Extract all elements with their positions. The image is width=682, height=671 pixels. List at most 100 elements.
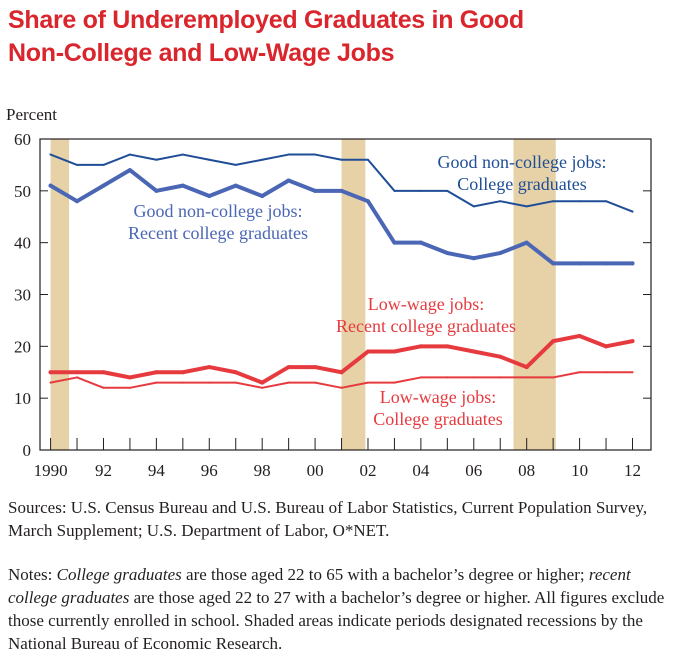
data-point-recent-grads-low-wage-2002 xyxy=(365,349,370,354)
data-point-recent-grads-low-wage-1992 xyxy=(101,370,106,375)
chart-title-line-1: Share of Underemployed Graduates in Good xyxy=(8,6,524,34)
series-lines xyxy=(48,153,635,389)
data-point-college-grads-low-wage-1997 xyxy=(234,381,237,384)
data-point-recent-grads-good-noncollege-1992 xyxy=(101,183,106,188)
data-point-college-grads-low-wage-1992 xyxy=(102,386,105,389)
y-tick-label-20: 20 xyxy=(14,337,31,356)
data-point-recent-grads-good-noncollege-1991 xyxy=(75,199,80,204)
data-point-college-grads-good-noncollege-1996 xyxy=(208,158,211,161)
data-point-college-grads-low-wage-1999 xyxy=(287,381,290,384)
data-point-college-grads-low-wage-2002 xyxy=(366,381,369,384)
data-point-recent-grads-low-wage-1993 xyxy=(127,375,132,380)
data-point-recent-grads-good-noncollege-2010 xyxy=(577,261,582,266)
x-tick-label-06: 06 xyxy=(465,461,482,480)
data-point-recent-grads-good-noncollege-1994 xyxy=(154,188,159,193)
data-point-college-grads-good-noncollege-2011 xyxy=(605,200,608,203)
data-point-college-grads-good-noncollege-1999 xyxy=(287,153,290,156)
data-point-college-grads-good-noncollege-2005 xyxy=(446,189,449,192)
data-point-recent-grads-good-noncollege-2002 xyxy=(365,199,370,204)
data-point-recent-grads-low-wage-1999 xyxy=(286,365,291,370)
data-point-recent-grads-low-wage-2008 xyxy=(524,365,529,370)
data-point-recent-grads-low-wage-1994 xyxy=(154,370,159,375)
data-point-recent-grads-good-noncollege-2011 xyxy=(604,261,609,266)
data-point-recent-grads-good-noncollege-2009 xyxy=(551,261,556,266)
notes-block: Notes: College graduates are those aged … xyxy=(8,563,676,655)
series-label-recent-grads-good-noncollege-line-1: Good non-college jobs: xyxy=(134,201,303,221)
x-tick-label-10: 10 xyxy=(571,461,588,480)
data-point-recent-grads-low-wage-1997 xyxy=(233,370,238,375)
x-tick-label-96: 96 xyxy=(201,461,218,480)
notes-term-college-graduates: College graduates xyxy=(56,565,182,584)
recession-band-3 xyxy=(513,139,556,450)
data-point-recent-grads-good-noncollege-1996 xyxy=(207,194,212,199)
data-point-college-grads-low-wage-2000 xyxy=(314,381,317,384)
data-point-recent-grads-good-noncollege-1990 xyxy=(48,183,53,188)
notes-prefix: Notes: xyxy=(8,565,57,584)
data-point-college-grads-low-wage-1990 xyxy=(49,381,52,384)
data-point-college-grads-good-noncollege-2010 xyxy=(578,200,581,203)
x-tick-label-94: 94 xyxy=(148,461,166,480)
data-point-college-grads-low-wage-1993 xyxy=(128,386,131,389)
data-point-recent-grads-low-wage-2000 xyxy=(313,365,318,370)
data-point-college-grads-good-noncollege-2001 xyxy=(340,158,343,161)
data-point-college-grads-good-noncollege-1995 xyxy=(181,153,184,156)
data-point-college-grads-good-noncollege-2007 xyxy=(499,200,502,203)
y-tick-label-50: 50 xyxy=(14,182,31,201)
recession-bands xyxy=(50,139,556,450)
series-label-recent-grads-good-noncollege-line-2: Recent college graduates xyxy=(128,223,308,243)
series-label-college-grads-low-wage-line-2: College graduates xyxy=(373,409,502,429)
x-tick-label-00: 00 xyxy=(307,461,324,480)
data-point-recent-grads-good-noncollege-2008 xyxy=(524,240,529,245)
data-point-college-grads-good-noncollege-2004 xyxy=(419,189,422,192)
data-point-college-grads-good-noncollege-2003 xyxy=(393,189,396,192)
data-point-college-grads-good-noncollege-2002 xyxy=(366,158,369,161)
x-tick-label-1990: 1990 xyxy=(34,461,68,480)
data-point-recent-grads-low-wage-2007 xyxy=(498,354,503,359)
data-point-recent-grads-good-noncollege-2005 xyxy=(445,251,450,256)
series-label-college-grads-low-wage-line-1: Low-wage jobs: xyxy=(380,387,496,407)
series-labels: Good non-college jobs:College graduatesG… xyxy=(128,152,606,429)
data-point-recent-grads-good-noncollege-1999 xyxy=(286,178,291,183)
data-point-recent-grads-good-noncollege-2001 xyxy=(339,188,344,193)
data-point-college-grads-good-noncollege-2006 xyxy=(472,205,475,208)
y-tick-label-10: 10 xyxy=(14,389,31,408)
sources-note: Sources: U.S. Census Bureau and U.S. Bur… xyxy=(8,496,676,542)
x-tick-label-08: 08 xyxy=(518,461,535,480)
data-point-recent-grads-low-wage-1995 xyxy=(180,370,185,375)
data-point-college-grads-low-wage-2007 xyxy=(499,376,502,379)
data-point-recent-grads-low-wage-2006 xyxy=(471,349,476,354)
series-label-recent-grads-low-wage-line-2: Recent college graduates xyxy=(336,316,516,336)
recession-band-2 xyxy=(341,139,366,450)
data-point-recent-grads-good-noncollege-1993 xyxy=(127,168,132,173)
data-point-college-grads-low-wage-2011 xyxy=(605,371,608,374)
data-point-college-grads-good-noncollege-1991 xyxy=(76,163,79,166)
data-point-college-grads-low-wage-1994 xyxy=(155,381,158,384)
data-point-college-grads-low-wage-2001 xyxy=(340,386,343,389)
y-tick-label-40: 40 xyxy=(14,234,31,253)
data-point-recent-grads-low-wage-1991 xyxy=(75,370,80,375)
x-tick-label-92: 92 xyxy=(95,461,112,480)
data-point-college-grads-low-wage-2008 xyxy=(525,376,528,379)
data-point-college-grads-good-noncollege-2008 xyxy=(525,205,528,208)
data-point-college-grads-low-wage-1998 xyxy=(261,386,264,389)
data-point-recent-grads-good-noncollege-2007 xyxy=(498,251,503,256)
data-point-college-grads-low-wage-1995 xyxy=(181,381,184,384)
chart-title: Share of Underemployed Graduates in Good… xyxy=(8,4,668,70)
data-point-college-grads-low-wage-2005 xyxy=(446,376,449,379)
data-point-college-grads-low-wage-2010 xyxy=(578,371,581,374)
data-point-recent-grads-good-noncollege-1998 xyxy=(260,194,265,199)
data-point-college-grads-low-wage-1996 xyxy=(208,381,211,384)
y-tick-label-60: 60 xyxy=(14,130,31,149)
data-point-recent-grads-good-noncollege-1997 xyxy=(233,183,238,188)
chart-title-line-2: Non-College and Low-Wage Jobs xyxy=(8,39,395,67)
data-point-recent-grads-low-wage-2005 xyxy=(445,344,450,349)
sources-text: Sources: U.S. Census Bureau and U.S. Bur… xyxy=(8,498,648,540)
data-point-recent-grads-good-noncollege-2012 xyxy=(630,261,635,266)
data-point-college-grads-good-noncollege-2000 xyxy=(314,153,317,156)
x-tick-label-04: 04 xyxy=(412,461,430,480)
data-point-recent-grads-low-wage-1998 xyxy=(260,380,265,385)
data-point-college-grads-low-wage-2009 xyxy=(552,376,555,379)
y-axis-label: Percent xyxy=(6,105,57,124)
data-point-recent-grads-low-wage-2003 xyxy=(392,349,397,354)
data-point-college-grads-good-noncollege-1998 xyxy=(261,158,264,161)
